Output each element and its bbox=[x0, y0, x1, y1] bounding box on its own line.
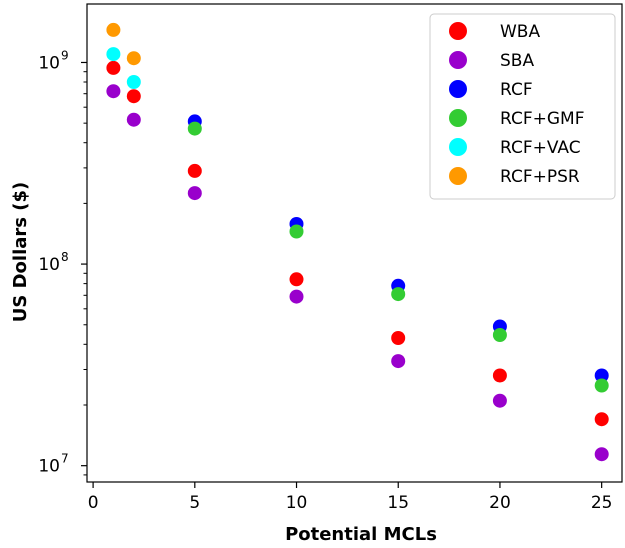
data-point-sba bbox=[106, 84, 121, 99]
legend-entry-label: SBA bbox=[500, 51, 534, 71]
y-tick-label: 10 bbox=[38, 255, 60, 275]
legend-entry-label: RCF+PSR bbox=[500, 167, 580, 187]
legend: WBA SBA RCF RCF+GMF RCF+VAC RCF+PSR bbox=[429, 13, 616, 200]
plot-frame bbox=[86, 3, 623, 483]
y-tick-label: 10 bbox=[38, 53, 60, 73]
data-point-wba bbox=[492, 368, 507, 383]
data-point-rcf-psr bbox=[106, 22, 121, 37]
data-point-rcf-vac bbox=[106, 47, 121, 62]
data-point-wba bbox=[187, 163, 202, 178]
x-tick-label: 5 bbox=[189, 493, 200, 513]
x-axis-label: Potential MCLs bbox=[285, 524, 437, 545]
data-point-rcf-gmf bbox=[594, 378, 609, 393]
data-point-sba bbox=[187, 186, 202, 201]
legend-marker bbox=[449, 22, 467, 40]
data-point-rcf-gmf bbox=[391, 287, 406, 302]
legend-entry-label: RCF bbox=[500, 80, 533, 100]
data-point-sba bbox=[391, 354, 406, 369]
legend-marker bbox=[449, 167, 467, 185]
data-point-sba bbox=[126, 112, 141, 127]
legend-entry-label: RCF+VAC bbox=[500, 138, 581, 158]
x-tick-label: 25 bbox=[591, 493, 613, 513]
data-point-wba bbox=[126, 89, 141, 104]
data-point-rcf-vac bbox=[126, 75, 141, 89]
legend-entry-label: WBA bbox=[500, 22, 540, 42]
x-tick-label: 15 bbox=[387, 493, 409, 513]
x-tick-label: 20 bbox=[489, 493, 511, 513]
legend-marker bbox=[449, 138, 467, 156]
x-tick-label: 0 bbox=[88, 493, 99, 513]
legend-entry-label: RCF+GMF bbox=[500, 109, 584, 129]
data-point-wba bbox=[594, 412, 609, 427]
y-tick-exponent: 7 bbox=[61, 452, 69, 466]
legend-marker bbox=[449, 80, 467, 98]
y-tick-exponent: 8 bbox=[61, 250, 69, 264]
data-point-wba bbox=[289, 272, 304, 287]
y-axis-label: US Dollars ($) bbox=[10, 182, 31, 322]
legend-box bbox=[429, 13, 616, 200]
data-point-rcf-gmf bbox=[289, 224, 304, 239]
x-tick-label: 10 bbox=[286, 493, 308, 513]
data-point-sba bbox=[594, 447, 609, 462]
legend-marker bbox=[449, 109, 467, 127]
plot-area bbox=[106, 22, 609, 462]
data-point-rcf-gmf bbox=[492, 328, 507, 342]
data-point-wba bbox=[106, 60, 121, 75]
y-tick-exponent: 9 bbox=[61, 48, 69, 62]
data-point-wba bbox=[391, 331, 406, 345]
legend-marker bbox=[449, 51, 467, 69]
data-point-rcf-gmf bbox=[187, 121, 202, 136]
data-point-rcf bbox=[594, 368, 609, 383]
data-point-sba bbox=[289, 289, 304, 304]
data-point-sba bbox=[492, 393, 507, 408]
y-tick-label: 10 bbox=[38, 457, 60, 477]
data-point-rcf-psr bbox=[126, 51, 141, 66]
